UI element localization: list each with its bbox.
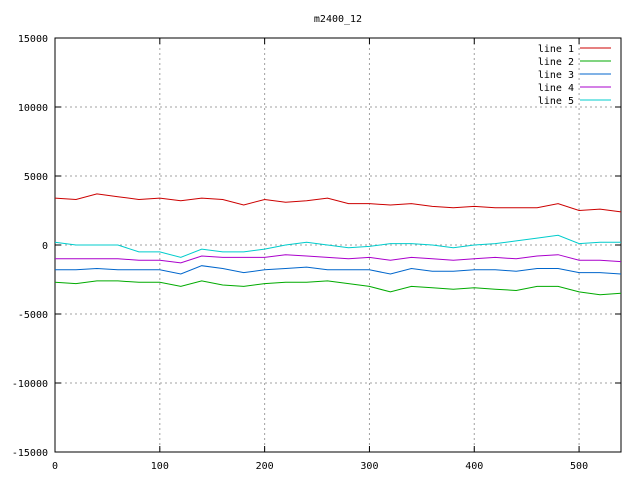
grid-lines xyxy=(55,38,621,452)
y-tick-label: 0 xyxy=(42,241,48,252)
series-line-2 xyxy=(54,280,622,296)
legend-label: line 2 xyxy=(538,57,574,68)
series-lines xyxy=(54,193,622,296)
x-tick-label: 300 xyxy=(360,461,378,472)
y-tick-label: 10000 xyxy=(18,103,48,114)
legend-label: line 3 xyxy=(538,70,574,81)
x-tick-label: 200 xyxy=(256,461,274,472)
x-tick-label: 100 xyxy=(151,461,169,472)
legend-label: line 5 xyxy=(538,96,574,107)
series-line-1 xyxy=(54,193,622,213)
x-tick-label: 0 xyxy=(52,461,58,472)
y-tick-label: -10000 xyxy=(12,379,48,390)
chart-title: m2400_12 xyxy=(314,14,362,25)
y-tick-label: -5000 xyxy=(18,310,48,321)
y-tick-label: 15000 xyxy=(18,34,48,45)
series-line-5 xyxy=(54,234,621,258)
x-tick-label: 500 xyxy=(570,461,588,472)
y-tick-label: -15000 xyxy=(12,448,48,459)
legend-label: line 1 xyxy=(538,44,574,55)
y-tick-label: 5000 xyxy=(24,172,48,183)
legend: line 1 line 2 line 3 line 4 line 5 xyxy=(538,44,611,107)
series-line-3 xyxy=(55,265,622,275)
tick-labels: 0 100 200 300 400 500 15000 10000 5000 0 -5000 -100… xyxy=(12,34,621,472)
legend-label: line 4 xyxy=(538,83,574,94)
series-line-4 xyxy=(55,254,622,264)
x-tick-label: 400 xyxy=(465,461,483,472)
